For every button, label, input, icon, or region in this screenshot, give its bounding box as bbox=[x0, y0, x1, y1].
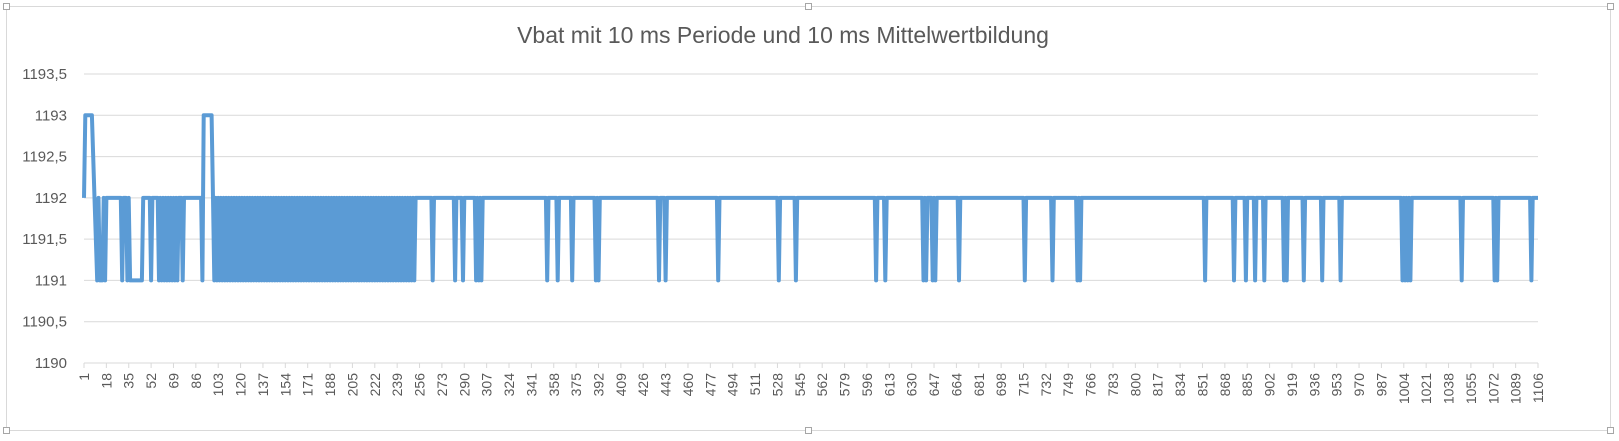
x-tick-label: 409 bbox=[613, 373, 629, 397]
x-tick-label: 851 bbox=[1194, 373, 1210, 397]
x-tick-label: 630 bbox=[904, 373, 920, 397]
x-tick-label: 120 bbox=[233, 373, 249, 397]
x-tick-label: 1106 bbox=[1530, 373, 1546, 403]
x-tick-label: 103 bbox=[210, 373, 226, 397]
x-tick-label: 885 bbox=[1239, 373, 1255, 397]
x-tick-label: 970 bbox=[1351, 373, 1367, 397]
x-tick-label: 834 bbox=[1172, 373, 1188, 397]
x-tick-label: 477 bbox=[702, 373, 718, 397]
y-tick-label: 1190 bbox=[35, 355, 67, 372]
x-tick-label: 936 bbox=[1306, 373, 1322, 397]
x-axis-labels: 1 18 35 52 69 86 103 120 137 154 171 188 205 222 239 25… bbox=[76, 363, 1546, 404]
x-tick-label: 545 bbox=[792, 373, 808, 397]
x-tick-label: 154 bbox=[277, 373, 293, 397]
x-tick-label: 749 bbox=[1060, 373, 1076, 397]
resize-handle-top-right[interactable] bbox=[1607, 3, 1614, 10]
resize-handle-top-left[interactable] bbox=[3, 3, 10, 10]
x-tick-label: 307 bbox=[479, 373, 495, 397]
x-tick-label: 18 bbox=[98, 373, 114, 389]
x-tick-label: 664 bbox=[948, 373, 964, 397]
x-tick-label: 1089 bbox=[1508, 373, 1524, 404]
x-tick-label: 800 bbox=[1127, 373, 1143, 397]
x-tick-label: 137 bbox=[255, 373, 271, 397]
x-tick-label: 392 bbox=[590, 373, 606, 397]
x-tick-label: 256 bbox=[412, 373, 428, 397]
resize-handle-bottom-right[interactable] bbox=[1607, 427, 1614, 434]
y-tick-label: 1191,5 bbox=[22, 231, 67, 248]
x-tick-label: 562 bbox=[814, 373, 830, 397]
x-tick-label: 1055 bbox=[1463, 373, 1479, 404]
x-tick-label: 596 bbox=[859, 373, 875, 397]
x-tick-label: 273 bbox=[434, 373, 450, 397]
x-tick-label: 698 bbox=[993, 373, 1009, 397]
x-tick-label: 52 bbox=[143, 373, 159, 389]
x-tick-label: 511 bbox=[747, 373, 763, 396]
y-axis-labels: 1190 1190,5 1191 1191,5 1192 1192,5 1193 1193,5 bbox=[22, 66, 67, 372]
y-tick-label: 1190,5 bbox=[22, 314, 67, 331]
line-chart: Vbat mit 10 ms Periode und 10 ms Mittelw… bbox=[22, 22, 1546, 404]
x-tick-label: 953 bbox=[1329, 373, 1345, 397]
x-tick-label: 35 bbox=[121, 373, 137, 389]
y-tick-label: 1193 bbox=[35, 107, 67, 124]
x-tick-label: 1 bbox=[76, 373, 92, 381]
y-tick-label: 1193,5 bbox=[22, 66, 67, 83]
resize-handle-top-center[interactable] bbox=[805, 3, 812, 10]
x-tick-label: 188 bbox=[322, 373, 338, 397]
x-tick-label: 766 bbox=[1083, 373, 1099, 397]
x-tick-label: 443 bbox=[658, 373, 674, 397]
x-tick-label: 69 bbox=[165, 373, 181, 389]
x-tick-label: 1021 bbox=[1418, 373, 1434, 404]
x-tick-label: 987 bbox=[1373, 373, 1389, 397]
x-tick-label: 222 bbox=[367, 373, 383, 397]
x-tick-label: 732 bbox=[1038, 373, 1054, 397]
x-tick-label: 1072 bbox=[1485, 373, 1501, 404]
x-tick-label: 86 bbox=[188, 373, 204, 389]
x-tick-label: 647 bbox=[926, 373, 942, 397]
x-tick-label: 715 bbox=[1016, 373, 1032, 397]
x-tick-label: 579 bbox=[837, 373, 853, 397]
x-tick-label: 460 bbox=[680, 373, 696, 397]
x-tick-label: 171 bbox=[300, 373, 316, 397]
x-tick-label: 681 bbox=[971, 373, 987, 397]
x-tick-label: 426 bbox=[635, 373, 651, 397]
x-tick-label: 341 bbox=[523, 373, 539, 397]
y-tick-label: 1192,5 bbox=[22, 149, 67, 166]
y-tick-label: 1192 bbox=[35, 190, 67, 207]
resize-handle-bottom-left[interactable] bbox=[3, 427, 10, 434]
x-tick-label: 324 bbox=[501, 373, 517, 397]
x-tick-label: 613 bbox=[881, 373, 897, 397]
x-tick-label: 358 bbox=[546, 373, 562, 397]
chart-title: Vbat mit 10 ms Periode und 10 ms Mittelw… bbox=[517, 22, 1049, 48]
x-tick-label: 1004 bbox=[1396, 373, 1412, 404]
y-tick-label: 1191 bbox=[35, 272, 67, 289]
x-tick-label: 375 bbox=[568, 373, 584, 397]
x-tick-label: 528 bbox=[769, 373, 785, 397]
chart-frame[interactable]: Vbat mit 10 ms Periode und 10 ms Mittelw… bbox=[3, 3, 1614, 434]
x-tick-label: 817 bbox=[1150, 373, 1166, 397]
x-tick-label: 205 bbox=[344, 373, 360, 397]
x-tick-label: 239 bbox=[389, 373, 405, 397]
series-group bbox=[82, 113, 1538, 283]
x-tick-label: 290 bbox=[456, 373, 472, 397]
resize-handle-bottom-center[interactable] bbox=[805, 427, 812, 434]
x-tick-label: 1038 bbox=[1441, 373, 1457, 404]
x-tick-label: 868 bbox=[1217, 373, 1233, 397]
x-tick-label: 902 bbox=[1262, 373, 1278, 397]
series-line-0[interactable] bbox=[82, 113, 1538, 283]
x-tick-label: 783 bbox=[1105, 373, 1121, 397]
x-tick-label: 494 bbox=[725, 373, 741, 397]
x-tick-label: 919 bbox=[1284, 373, 1300, 397]
